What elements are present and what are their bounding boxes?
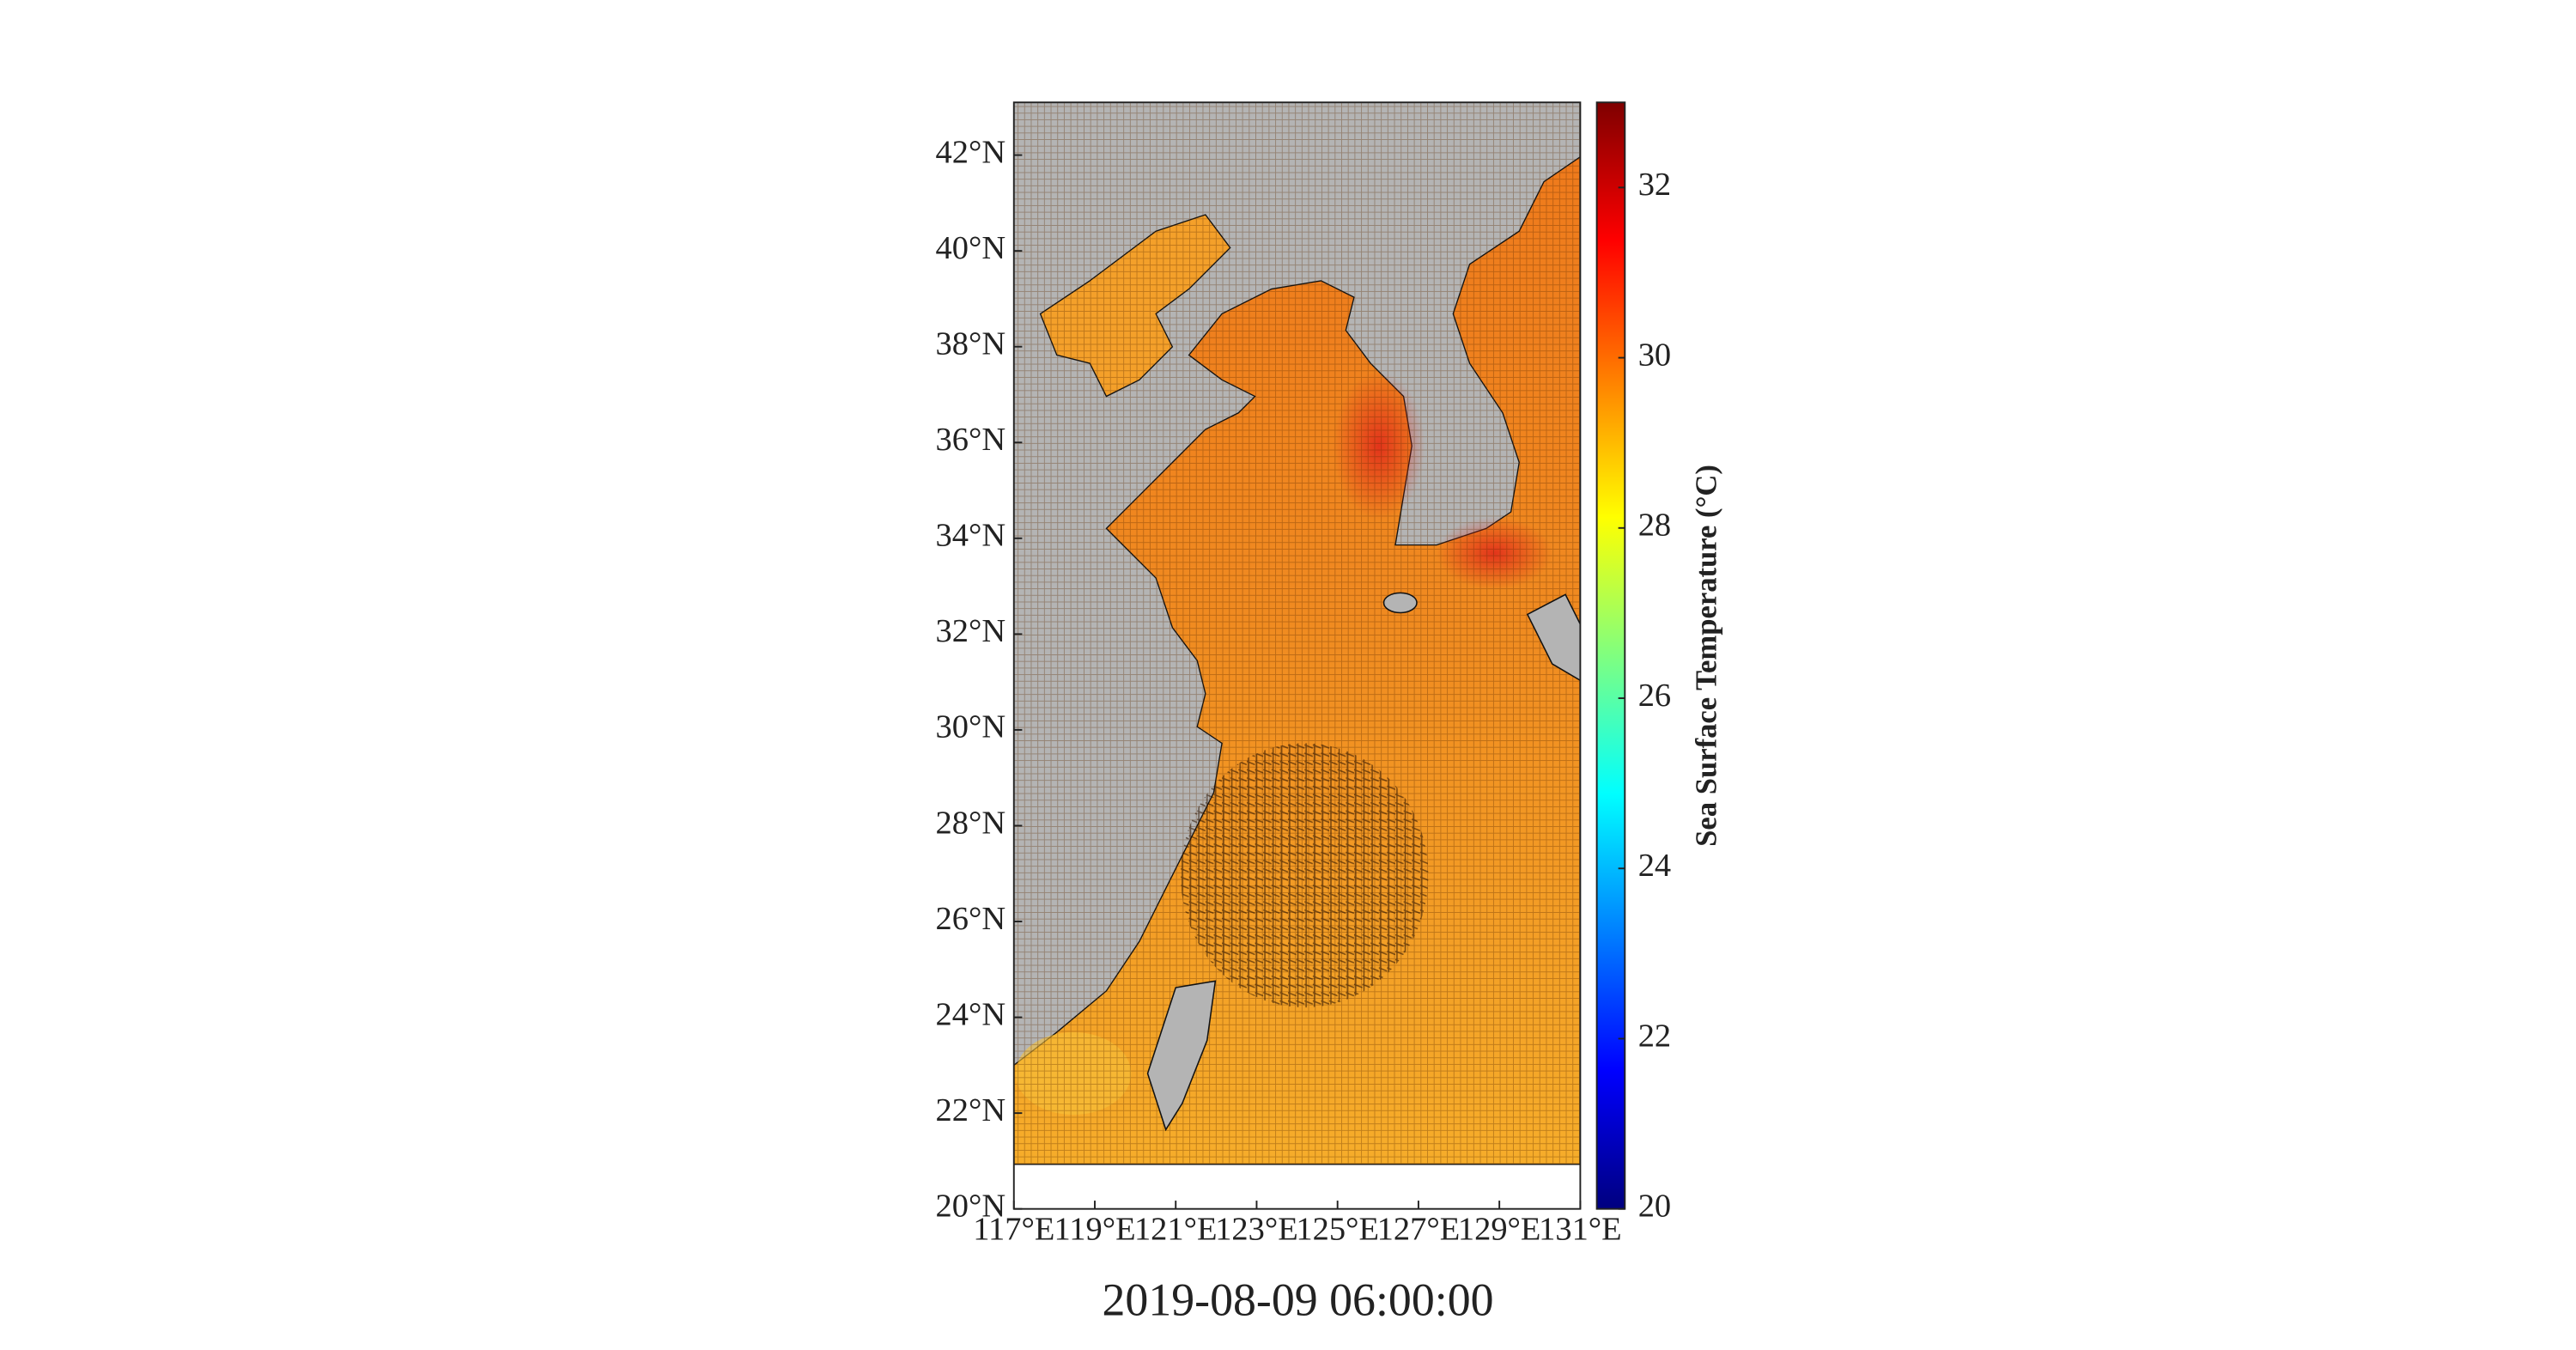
- y-tick-label: 38°N: [936, 326, 1006, 362]
- map-title: 2019-08-09 06:00:00: [1103, 1274, 1494, 1326]
- jeju: [1382, 592, 1418, 614]
- x-tick-label: 129°E: [1458, 1211, 1541, 1247]
- map-area: [1013, 102, 1581, 1209]
- y-tick-label: 36°N: [936, 422, 1006, 458]
- y-tick-label: 40°N: [936, 230, 1006, 266]
- x-tick-label: 131°E: [1539, 1211, 1622, 1247]
- x-tick-label: 123°E: [1215, 1211, 1298, 1247]
- colorbar-tick-label: 32: [1638, 167, 1671, 203]
- colorbar-label: Sea Surface Temperature (°C): [1690, 465, 1722, 847]
- taiwan: [1146, 980, 1217, 1132]
- kyushu: [1526, 593, 1581, 682]
- x-tick-label: 125°E: [1296, 1211, 1379, 1247]
- y-tick-label: 28°N: [936, 805, 1006, 841]
- y-tick-label: 26°N: [936, 901, 1006, 937]
- x-tick-label: 121°E: [1134, 1211, 1218, 1247]
- y-tick-label: 24°N: [936, 996, 1006, 1032]
- no-data: [1013, 1164, 1581, 1209]
- x-tick-label: 119°E: [1054, 1211, 1135, 1247]
- colorbar-tick-label: 24: [1638, 848, 1671, 884]
- colorbar: [1595, 101, 1626, 1210]
- colorbar-tick-label: 20: [1638, 1189, 1671, 1225]
- y-tick-label: 30°N: [936, 709, 1006, 745]
- y-tick-label: 32°N: [936, 613, 1006, 649]
- colorbar-tick-label: 26: [1638, 678, 1671, 714]
- x-tick-label: 127°E: [1377, 1211, 1461, 1247]
- colorbar-tick-label: 28: [1638, 508, 1671, 544]
- colorbar-tick-label: 22: [1638, 1018, 1671, 1054]
- y-tick-label: 22°N: [936, 1092, 1006, 1128]
- colorbar-tick-label: 30: [1638, 337, 1671, 373]
- vector-field: [1181, 743, 1429, 1008]
- y-tick-label: 34°N: [936, 518, 1006, 554]
- map-frame: [1012, 101, 1582, 1210]
- x-tick-label: 117°E: [973, 1211, 1054, 1247]
- y-tick-label: 20°N: [936, 1189, 1006, 1225]
- y-tick-label: 42°N: [936, 134, 1006, 170]
